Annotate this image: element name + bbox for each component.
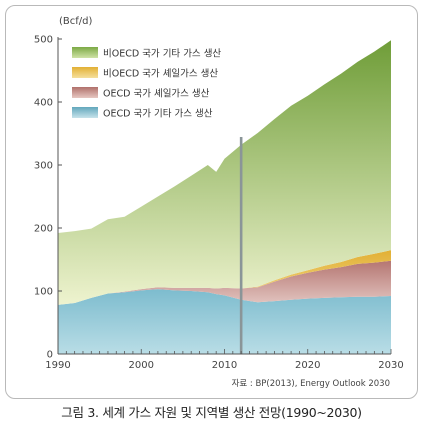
area-non-oecd-other-gas <box>58 40 391 305</box>
area-oecd-shale-gas <box>58 260 391 305</box>
legend-swatch <box>72 87 98 98</box>
figure-caption: 그림 3. 세계 가스 자원 및 지역별 생산 전망(1990~2030) <box>61 405 362 420</box>
stacked-area-chart: 0 100 200 300 400 500 1990 2000 2010 2020 2030 비OE… <box>34 16 404 389</box>
y-axis-unit-label: (Bcf/d) <box>59 16 92 27</box>
x-tick-label: 2020 <box>295 360 320 371</box>
legend-swatch <box>72 107 98 118</box>
y-tick-label: 300 <box>34 161 53 172</box>
axes: 0 100 200 300 400 500 1990 2000 2010 2020 2030 <box>34 35 404 372</box>
y-tick-label: 200 <box>34 224 53 235</box>
y-tick-label: 400 <box>34 98 53 109</box>
x-tick-label: 2010 <box>212 360 237 371</box>
y-tick-label: 100 <box>34 287 53 298</box>
legend-swatch <box>72 47 98 58</box>
x-tick-label: 1990 <box>45 360 70 371</box>
area-oecd-other-gas <box>58 289 391 354</box>
x-tick-label: 2030 <box>378 360 403 371</box>
legend-label: OECD 국가 기타 가스 생산 <box>103 109 213 120</box>
legend-label: 비OECD 국가 기타 가스 생산 <box>103 49 221 60</box>
legend-label: OECD 국가 셰일가스 생산 <box>103 89 210 100</box>
legend-label: 비OECD 국가 셰일가스 생산 <box>103 69 218 80</box>
legend-swatch <box>72 67 98 78</box>
y-tick-label: 0 <box>47 350 53 361</box>
source-note: 자료 : BP(2013), Energy Outlook 2030 <box>232 379 390 389</box>
projection-divider-line <box>239 137 243 354</box>
y-tick-label: 500 <box>34 35 53 46</box>
area-layers <box>58 40 391 354</box>
x-tick-label: 2000 <box>129 360 154 371</box>
